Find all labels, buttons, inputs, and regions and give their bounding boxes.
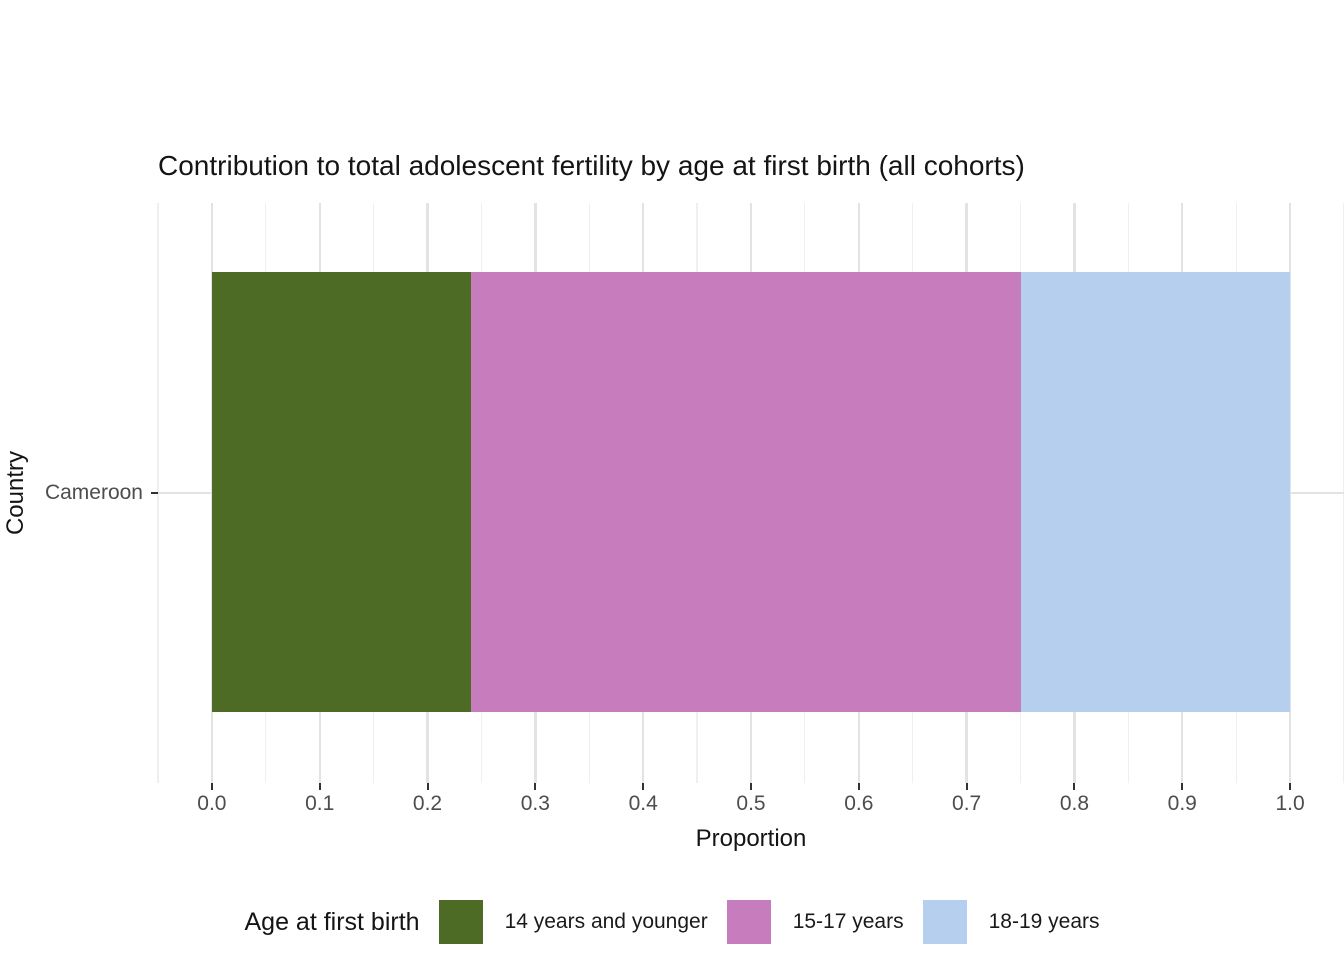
x-tick-mark [1073, 783, 1076, 790]
x-tick-label: 0.9 [1167, 792, 1197, 815]
legend-swatch-icon [922, 900, 967, 944]
bar-segment-18-19-years [1020, 272, 1291, 712]
x-tick-label: 0.6 [844, 792, 874, 815]
bar-segment-15-17-years [470, 272, 1021, 712]
x-tick-label: 1.0 [1275, 792, 1305, 815]
x-tick-label: 0.5 [736, 792, 766, 815]
x-tick-mark [426, 783, 429, 790]
x-tick-label: 0.0 [197, 792, 227, 815]
x-tick-label: 0.7 [952, 792, 982, 815]
x-tick-label: 0.2 [412, 792, 443, 815]
legend-item: 15-17 years [726, 900, 904, 944]
plot-panel [157, 203, 1344, 783]
legend-label: 15-17 years [792, 910, 904, 933]
x-tick-label: 0.3 [520, 792, 550, 815]
x-tick-mark [318, 783, 321, 790]
x-tick-label: 0.1 [305, 792, 335, 815]
y-tick-mark [151, 492, 158, 494]
bar-segment-14-years-and-younger [211, 272, 471, 712]
x-axis-title: Proportion [695, 825, 807, 852]
legend-item: 14 years and younger [438, 900, 708, 944]
legend: Age at first birth 14 years and younger 1… [0, 898, 1344, 946]
x-tick-label: 0.4 [628, 792, 658, 815]
y-axis-title: Country [2, 450, 29, 536]
x-tick-mark [857, 783, 860, 790]
x-tick-mark [210, 783, 213, 790]
legend-swatch-icon [438, 900, 483, 944]
x-tick-mark [534, 783, 537, 790]
y-tick-label-cameroon: Cameroon [44, 481, 143, 504]
chart-title: Contribution to total adolescent fertili… [158, 150, 1025, 181]
x-tick-mark [642, 783, 645, 790]
legend-label: 18-19 years [988, 910, 1100, 933]
legend-title: Age at first birth [244, 907, 420, 936]
legend-label: 14 years and younger [504, 910, 708, 933]
legend-swatch-icon [726, 900, 771, 944]
x-tick-mark [1181, 783, 1184, 790]
legend-item: 18-19 years [922, 900, 1100, 944]
x-tick-mark [1289, 783, 1292, 790]
x-tick-label: 0.8 [1059, 792, 1090, 815]
x-tick-mark [750, 783, 752, 790]
x-tick-mark [965, 783, 968, 790]
